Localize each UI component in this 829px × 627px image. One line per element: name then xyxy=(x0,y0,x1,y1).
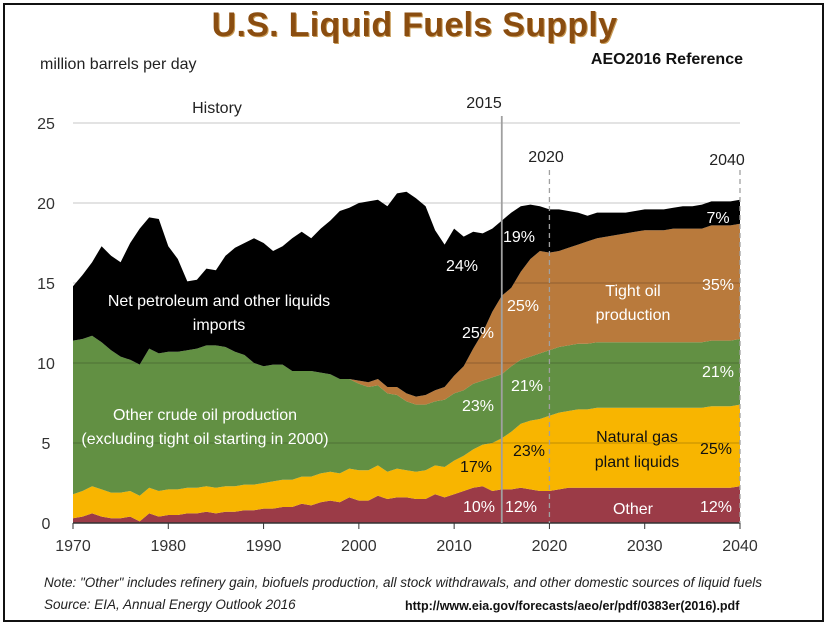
area-net-petroleum-and-other-liquids-imports xyxy=(73,191,740,397)
axes: 1970 1980 1990 2000 2010 2020 2030 2040 0 5 10 15 20… xyxy=(37,116,758,555)
pct-2040-other-label: 12% xyxy=(700,499,732,516)
pct-2040-crude-label: 21% xyxy=(702,364,734,381)
pct-2015-crude-label: 23% xyxy=(462,398,494,415)
pct-2015-ngpl-label: 17% xyxy=(460,459,492,476)
y-tick-label-10: 10 xyxy=(37,356,55,373)
annotations: History 2015 2020 2040 Net petroleum and oth… xyxy=(81,95,745,523)
area-other xyxy=(73,486,740,523)
gridlines xyxy=(73,122,740,444)
pct-2020-imports-label: 19% xyxy=(503,229,535,246)
chart-title: U.S. Liquid Fuels Supply xyxy=(211,6,618,44)
imports-label-line2: imports xyxy=(193,317,245,334)
history-label: History xyxy=(192,100,242,117)
area-natural-gas-plant-liquids xyxy=(73,404,740,522)
pct-2040-imports-label: 7% xyxy=(706,210,729,227)
chart-frame xyxy=(3,3,824,622)
y-tick-label-15: 15 xyxy=(37,276,55,293)
x-tick-label-2020: 2020 xyxy=(532,538,568,555)
x-tick-label-2040: 2040 xyxy=(722,538,758,555)
x-tick-label-1980: 1980 xyxy=(150,538,186,555)
year-2020-label: 2020 xyxy=(528,149,564,166)
y-tick-label-5: 5 xyxy=(42,436,51,453)
x-tick-label-2010: 2010 xyxy=(436,538,472,555)
x-tick-label-2030: 2030 xyxy=(627,538,663,555)
source-url[interactable]: http://www.eia.gov/forecasts/aeo/er/pdf/… xyxy=(405,599,740,613)
tight-label-line1: Tight oil xyxy=(605,283,660,300)
area-layers xyxy=(73,191,740,523)
units-label: million barrels per day xyxy=(40,56,197,73)
pct-2040-tight-label: 35% xyxy=(702,277,734,294)
pct-2040-ngpl-label: 25% xyxy=(700,441,732,458)
ngpl-label-line2: plant liquids xyxy=(595,454,680,471)
x-tick-label-1990: 1990 xyxy=(246,538,282,555)
x-tick-label-2000: 2000 xyxy=(341,538,377,555)
crude-label-line2: (excluding tight oil starting in 2000) xyxy=(81,431,328,448)
pct-2015-imports-label: 24% xyxy=(446,258,478,275)
year-2040-label: 2040 xyxy=(709,152,745,169)
chart-note: Note: "Other" includes refinery gain, bi… xyxy=(44,575,762,590)
imports-label-line1: Net petroleum and other liquids xyxy=(108,293,330,310)
crude-label-line1: Other crude oil production xyxy=(113,407,297,424)
pct-2020-crude-label: 21% xyxy=(511,378,543,395)
pct-2020-ngpl-label: 23% xyxy=(513,443,545,460)
pct-2020-other-label: 12% xyxy=(505,499,537,516)
pct-2015-tight-label: 25% xyxy=(462,325,494,342)
y-tick-label-20: 20 xyxy=(37,196,55,213)
chart-source: Source: EIA, Annual Energy Outlook 2016 xyxy=(44,597,296,612)
x-tick-label-1970: 1970 xyxy=(55,538,91,555)
area-tight-oil-production xyxy=(73,223,740,405)
reference-label: AEO2016 Reference xyxy=(590,51,743,68)
area-other-crude-oil-production xyxy=(73,335,740,496)
y-tick-label-25: 25 xyxy=(37,116,55,133)
pct-2020-tight-label: 25% xyxy=(507,298,539,315)
tight-label-line2: production xyxy=(596,307,671,324)
year-2015-label: 2015 xyxy=(466,95,502,112)
ngpl-label-line1: Natural gas xyxy=(596,429,678,446)
y-tick-label-0: 0 xyxy=(42,516,51,533)
other-label: Other xyxy=(613,501,654,518)
pct-2015-other-label: 10% xyxy=(463,499,495,516)
